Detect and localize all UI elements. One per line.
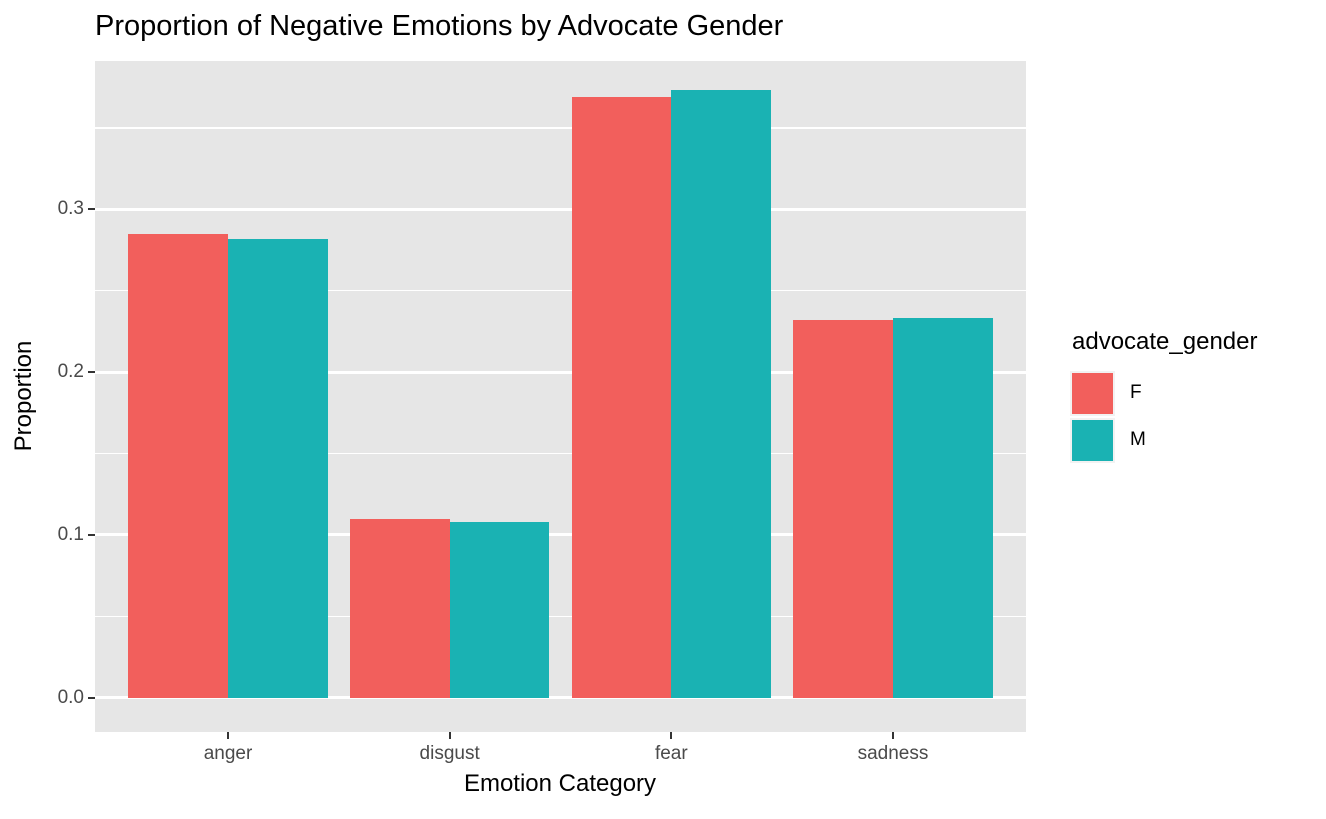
minor-gridline: [95, 127, 1026, 129]
legend-swatch-M: [1072, 419, 1113, 461]
legend-key: [1070, 370, 1115, 416]
legend-title: advocate_gender: [1072, 328, 1258, 355]
x-tick-mark: [670, 732, 673, 739]
major-gridline: [95, 370, 1026, 374]
bar-sadness-M: [893, 318, 993, 698]
bar-disgust-F: [349, 518, 450, 698]
major-gridline: [95, 696, 1026, 700]
minor-gridline: [95, 452, 1026, 455]
bar-disgust-M: [449, 521, 550, 698]
x-tick-label: sadness: [857, 743, 929, 764]
y-tick-label: 0.3: [57, 198, 84, 220]
x-tick-label: anger: [203, 743, 253, 764]
plot-panel: [95, 61, 1026, 732]
legend-item-M: M: [1060, 417, 1320, 463]
y-tick-mark: [88, 371, 95, 374]
legend-key: [1070, 417, 1115, 463]
legend-swatch-F: [1072, 372, 1113, 414]
x-tick-mark: [227, 732, 229, 739]
major-gridline: [95, 533, 1026, 537]
x-tick-mark: [448, 732, 451, 739]
bar-anger-F: [128, 233, 228, 698]
chart-title: Proportion of Negative Emotions by Advoc…: [95, 10, 784, 42]
bar-anger-M: [228, 238, 328, 698]
legend-label: F: [1130, 382, 1142, 403]
bar-fear-M: [671, 90, 772, 698]
minor-gridline: [95, 615, 1026, 618]
legend-label: M: [1130, 429, 1146, 450]
y-axis-title: Proportion: [10, 340, 37, 452]
major-gridline: [95, 207, 1026, 211]
x-tick-label: fear: [654, 743, 688, 764]
y-tick-mark: [88, 533, 95, 536]
y-tick-label: 0.1: [57, 523, 84, 545]
bar-sadness-F: [793, 319, 893, 698]
legend-item-F: F: [1060, 370, 1320, 416]
y-tick-label: 0.2: [57, 361, 84, 383]
y-tick-mark: [88, 208, 95, 211]
x-axis-title: Emotion Category: [463, 770, 657, 797]
bar-fear-F: [571, 96, 672, 698]
y-tick-mark: [88, 696, 95, 699]
minor-gridline: [95, 289, 1026, 292]
y-tick-label: 0.0: [57, 686, 84, 708]
x-tick-mark: [892, 732, 894, 739]
x-tick-label: disgust: [419, 743, 480, 764]
